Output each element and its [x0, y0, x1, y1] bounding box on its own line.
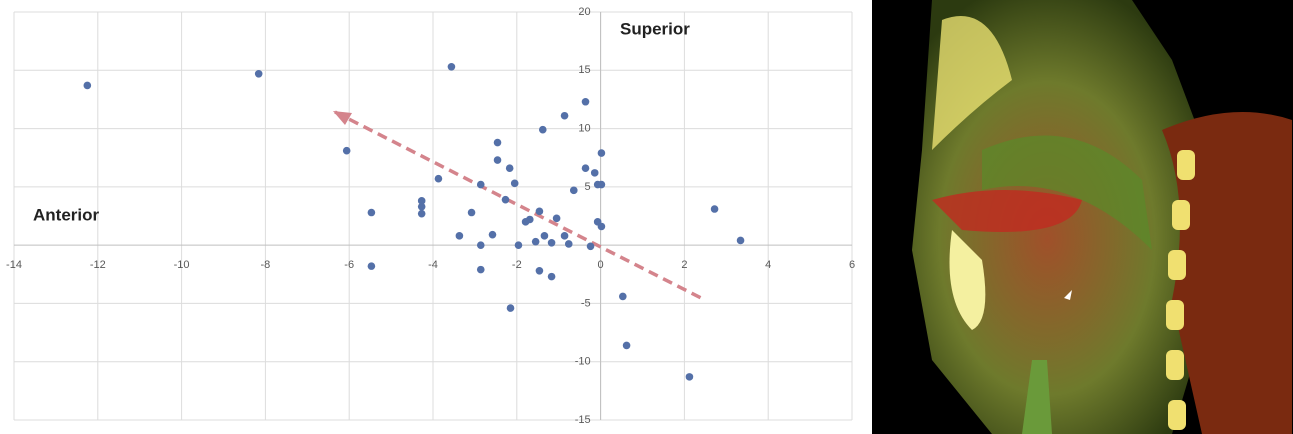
- y-tick-label: -10: [575, 356, 591, 368]
- x-tick-label: -2: [512, 259, 522, 271]
- x-tick-label: -14: [6, 259, 22, 271]
- point: [532, 238, 540, 246]
- y-tick-label: -15: [575, 414, 591, 426]
- point: [598, 223, 606, 231]
- point: [456, 232, 464, 240]
- y-tick-label: 10: [578, 122, 590, 134]
- point: [570, 187, 578, 195]
- ct-image: [872, 0, 1293, 434]
- point: [598, 149, 606, 157]
- y-tick-label: -5: [581, 297, 591, 309]
- point: [477, 241, 485, 249]
- point: [255, 70, 263, 78]
- point: [418, 203, 426, 211]
- annotation: Anterior: [33, 205, 100, 224]
- point: [536, 267, 544, 275]
- point: [587, 243, 595, 251]
- x-tick-label: -6: [344, 259, 354, 271]
- point: [515, 241, 523, 249]
- point: [623, 342, 631, 350]
- point: [582, 98, 590, 106]
- point: [84, 82, 92, 90]
- x-tick-label: -10: [174, 259, 190, 271]
- x-tick-label: 0: [598, 259, 604, 271]
- point: [477, 266, 485, 274]
- point: [343, 147, 351, 155]
- point: [511, 180, 519, 188]
- point: [448, 63, 456, 71]
- point: [494, 139, 502, 147]
- point: [418, 210, 426, 218]
- point: [502, 196, 510, 204]
- point: [737, 237, 745, 245]
- x-tick-label: -8: [261, 259, 271, 271]
- x-tick-label: -4: [428, 259, 438, 271]
- point: [553, 215, 561, 223]
- point: [489, 231, 497, 239]
- point: [507, 304, 515, 312]
- point: [565, 240, 573, 248]
- point: [591, 169, 599, 177]
- x-tick-label: 4: [765, 259, 771, 271]
- y-tick-label: 5: [584, 181, 590, 193]
- point: [435, 175, 443, 183]
- point: [494, 156, 502, 164]
- point: [711, 205, 719, 213]
- point: [368, 209, 376, 217]
- point: [619, 293, 627, 301]
- y-tick-label: 20: [578, 6, 590, 18]
- point: [368, 262, 376, 270]
- annotation: Superior: [620, 19, 690, 38]
- point: [536, 208, 544, 216]
- point: [548, 239, 556, 247]
- point: [541, 232, 549, 240]
- point: [477, 181, 485, 189]
- point: [561, 232, 569, 240]
- point: [539, 126, 547, 134]
- point: [582, 164, 590, 172]
- trend-arrow: [335, 112, 705, 300]
- point: [561, 112, 569, 120]
- x-tick-label: 2: [681, 259, 687, 271]
- y-tick-label: 15: [578, 64, 590, 76]
- x-tick-label: -12: [90, 259, 106, 271]
- chart: Superior Anterior -14 -12 -10 -8 -6 -4 -2 0 2 4 6 -…: [0, 0, 865, 434]
- x-tick-label: 6: [849, 259, 855, 271]
- point: [598, 181, 606, 189]
- point: [506, 164, 514, 172]
- point: [686, 373, 694, 381]
- point: [468, 209, 476, 217]
- page: {"chart_data": {"type": "scatter", "colo…: [0, 0, 1293, 434]
- point: [526, 216, 534, 224]
- point: [548, 273, 556, 281]
